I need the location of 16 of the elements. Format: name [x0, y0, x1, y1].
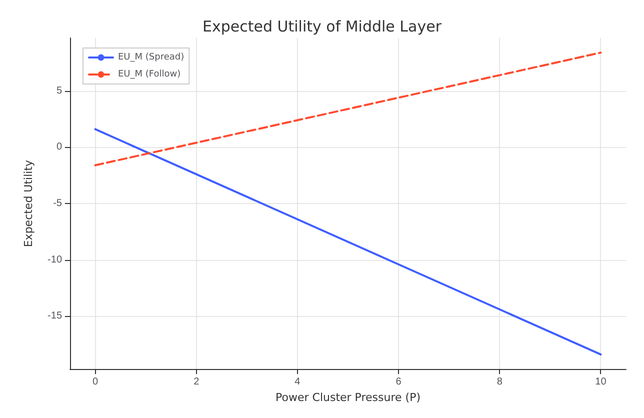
legend-label: EU_M (Follow) [118, 70, 181, 80]
legend-label: EU_M (Spread) [118, 52, 184, 62]
x-tick-label: 8 [496, 376, 503, 388]
x-tick-label: 4 [294, 376, 301, 388]
x-tick-label: 2 [194, 376, 200, 388]
x-axis-title: Power Cluster Pressure (P) [276, 391, 420, 404]
y-tick-label: -10 [48, 254, 62, 266]
y-tick-label: -15 [48, 310, 62, 322]
y-axis-title: Expected Utility [22, 159, 35, 248]
y-tick-label: -5 [53, 198, 62, 210]
x-tick-label: 0 [92, 376, 98, 388]
x-tick-label: 6 [396, 376, 402, 388]
chart-title: Expected Utility of Middle Layer [202, 18, 442, 36]
y-tick-label: 5 [56, 85, 62, 96]
x-tick-label: 10 [595, 376, 607, 388]
y-tick-label: 0 [56, 142, 62, 153]
